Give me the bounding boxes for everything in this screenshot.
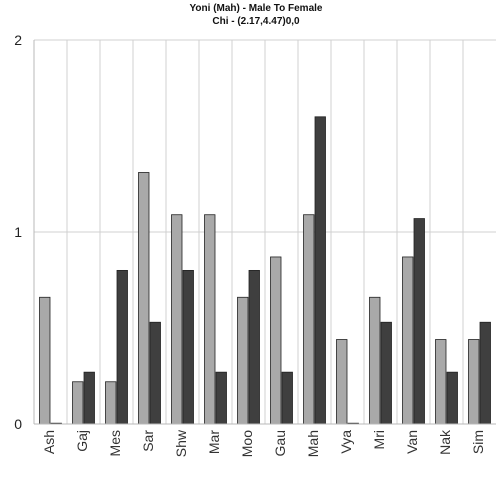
bar-mes-s2 bbox=[116, 269, 128, 425]
gridlines bbox=[34, 39, 496, 425]
bar-shw-s1 bbox=[171, 214, 183, 425]
bar-mes-s1 bbox=[105, 381, 117, 425]
bar-gaj-s1 bbox=[72, 381, 84, 425]
bar-mar-s1 bbox=[204, 214, 216, 425]
y-tick-label: 0 bbox=[14, 416, 22, 432]
bar-moo-s2 bbox=[248, 269, 260, 425]
x-tick-label: Van bbox=[404, 430, 420, 454]
bar-van-s2 bbox=[413, 218, 425, 425]
chart-subtitle: Chi - (2.17,4.47)0,0 bbox=[212, 16, 300, 27]
x-tick-label: Mes bbox=[107, 430, 123, 456]
bar-sar-s1 bbox=[138, 172, 150, 425]
x-tick-label: Sar bbox=[140, 430, 156, 452]
x-tick-label: Gaj bbox=[74, 430, 90, 452]
x-axis: Ash Gaj Mes Sar Shw Mar Moo Gau Mah Vya Mri Van Nak S… bbox=[34, 423, 496, 457]
chart-title: Yoni (Mah) - Male To Female bbox=[190, 3, 323, 14]
x-tick-label: Mah bbox=[305, 430, 321, 457]
bar-moo-s1 bbox=[237, 296, 249, 425]
bar-mri-s1 bbox=[369, 296, 381, 425]
bar-gaj-s2 bbox=[83, 371, 95, 425]
y-axis: 0 1 2 bbox=[14, 32, 35, 432]
x-tick-label: Vya bbox=[338, 430, 354, 454]
bar-ash-s1 bbox=[39, 296, 51, 425]
bar-mah-s1 bbox=[303, 214, 315, 425]
x-tick-label: Mar bbox=[206, 430, 222, 454]
bar-nak-s1 bbox=[435, 339, 447, 425]
bar-shw-s2 bbox=[182, 269, 194, 425]
bar-vya-s1 bbox=[336, 339, 348, 425]
bar-sim-s2 bbox=[479, 321, 491, 425]
bar-mar-s2 bbox=[215, 371, 227, 425]
x-tick-label: Mri bbox=[371, 430, 387, 449]
bar-sar-s2 bbox=[149, 321, 161, 425]
x-tick-label: Sim bbox=[470, 430, 486, 454]
bar-sim-s1 bbox=[468, 339, 480, 425]
x-tick-label: Nak bbox=[437, 429, 453, 455]
bar-mah-s2 bbox=[314, 116, 326, 425]
x-tick-label: Ash bbox=[41, 430, 57, 454]
bar-van-s1 bbox=[402, 256, 414, 425]
bar-gau-s2 bbox=[281, 371, 293, 425]
x-tick-label: Moo bbox=[239, 430, 255, 457]
bar-mri-s2 bbox=[380, 321, 392, 425]
bar-nak-s2 bbox=[446, 371, 458, 425]
bars bbox=[39, 116, 491, 425]
y-tick-label: 1 bbox=[14, 224, 22, 240]
bar-gau-s1 bbox=[270, 256, 282, 425]
x-tick-label: Gau bbox=[272, 430, 288, 456]
x-tick-label: Shw bbox=[173, 429, 189, 457]
y-tick-label: 2 bbox=[14, 32, 22, 48]
